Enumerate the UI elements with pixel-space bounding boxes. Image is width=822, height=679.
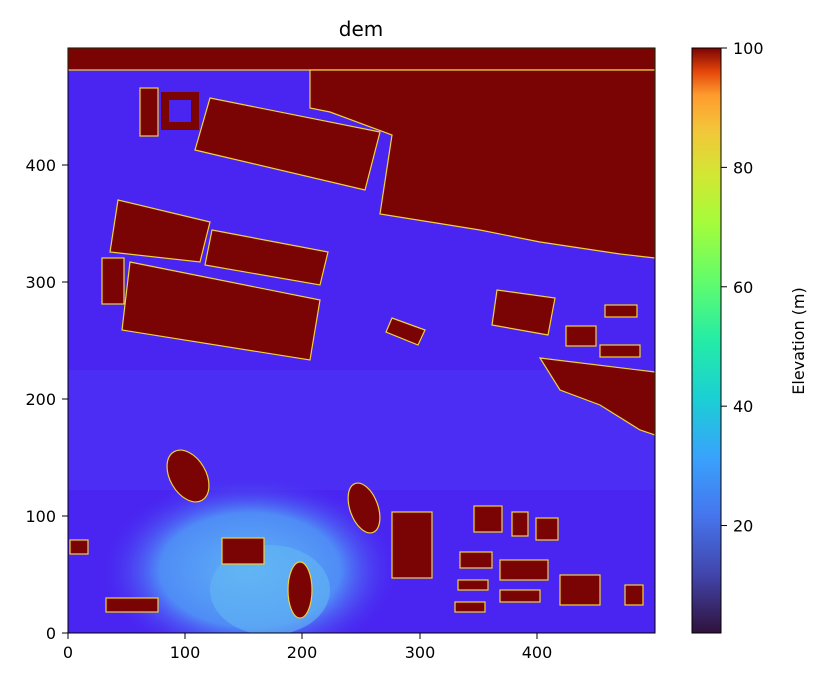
y-tick-label-2: 200	[25, 390, 56, 409]
y-tick-label-3: 300	[25, 273, 56, 292]
colorbar-label: Elevation (m)	[789, 287, 808, 394]
chart-title: dem	[339, 17, 383, 41]
ground-lighter-band	[68, 370, 655, 490]
bldg-low-1	[221, 537, 265, 565]
x-tick-label-1: 100	[170, 643, 201, 662]
bldg-east-2	[538, 357, 655, 436]
heatmap-image	[68, 48, 655, 633]
y-axis: 0 100 200 300 400	[25, 156, 68, 643]
y-tick-label-0: 0	[46, 624, 56, 643]
bldg-low-8	[499, 589, 541, 603]
colorbar-tick-label-4: 100	[733, 39, 764, 58]
colorbar-tick-label-0: 20	[733, 517, 753, 536]
colorbar-tick-label-1: 40	[733, 397, 753, 416]
bldg-east-5	[599, 344, 641, 358]
bldg-low-3	[459, 551, 493, 569]
large-block-top-right	[309, 69, 655, 259]
bldg-low-10	[624, 584, 644, 606]
x-tick-label-2: 200	[287, 643, 318, 662]
bldg-low-2	[287, 561, 313, 619]
x-tick-label-0: 0	[63, 643, 73, 662]
bldg-ring-2	[161, 92, 199, 130]
bldg-ring-1	[139, 87, 159, 137]
x-tick-label-4: 400	[522, 643, 553, 662]
bldg-low-6	[105, 597, 159, 613]
bldg-oval-1	[166, 449, 210, 503]
plot-frame	[67, 47, 656, 634]
bldg-low-5	[559, 574, 601, 606]
y-tick-label-4: 400	[25, 156, 56, 175]
bldg-tall-1	[391, 511, 433, 579]
y-tick-label-1: 100	[25, 507, 56, 526]
bldg-sq-1	[473, 505, 503, 533]
block-top-left	[194, 97, 381, 191]
colorbar-tick-label-3: 80	[733, 158, 753, 177]
bldg-sq-3	[535, 517, 559, 541]
north-strip	[68, 48, 655, 71]
bldg-mid-1	[204, 229, 329, 286]
colorbar: 20 40 60 80 100 Elevation (m)	[691, 39, 808, 634]
x-axis: 0 100 200 300 400	[63, 633, 552, 662]
bldg-east-4	[604, 304, 638, 318]
bldg-east-3	[565, 325, 597, 347]
bldg-sq-2	[511, 511, 529, 537]
bldg-low-11	[69, 539, 89, 555]
bldg-east-1	[491, 289, 556, 336]
bldg-l-shape	[109, 199, 211, 263]
bldg-low-9	[454, 601, 486, 613]
bldg-low-7	[457, 579, 489, 591]
colorbar-tick-label-2: 60	[733, 278, 753, 297]
bldg-low-4	[499, 559, 549, 581]
bldg-oval-2	[347, 482, 381, 534]
bldg-small-1	[101, 257, 125, 305]
x-tick-label-3: 300	[405, 643, 436, 662]
colorbar-gradient	[691, 47, 722, 634]
bldg-diag-1	[385, 317, 426, 346]
block-middle-left	[121, 261, 321, 361]
